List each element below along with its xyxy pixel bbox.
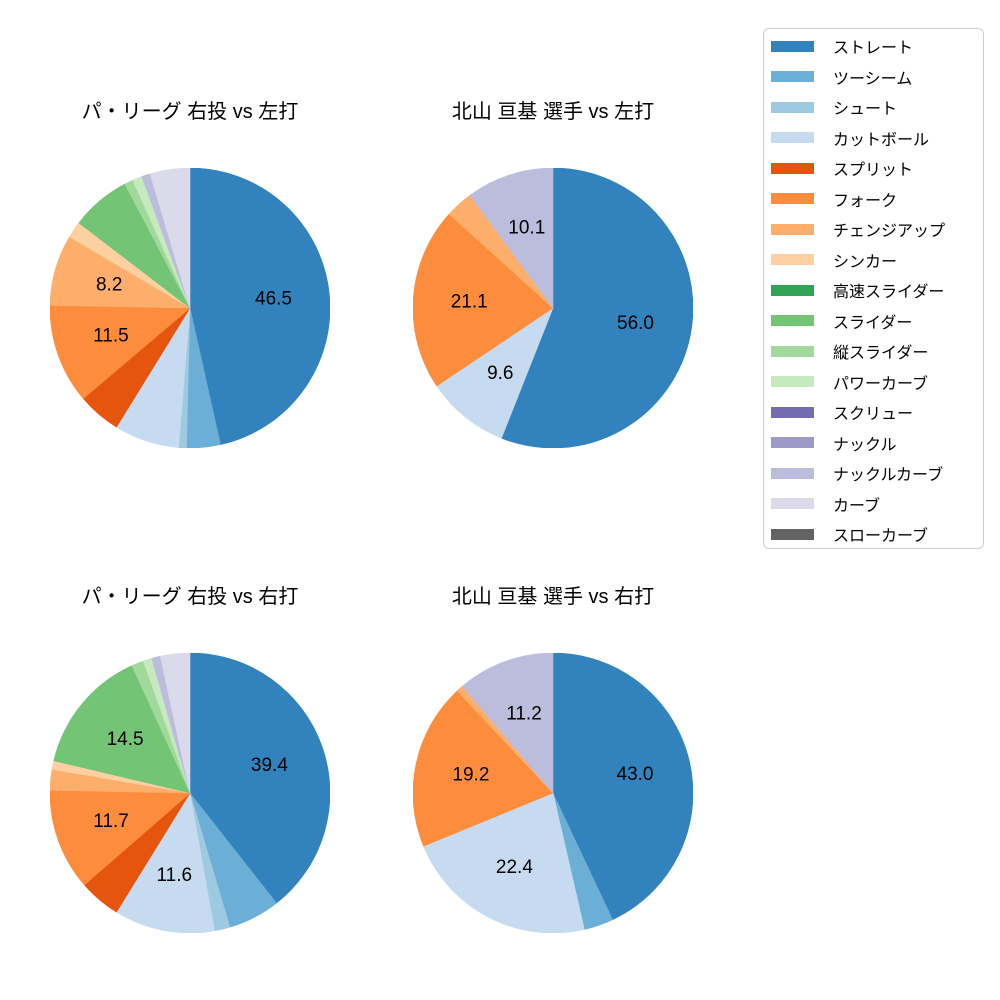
legend-item: シュート <box>771 92 983 123</box>
chart-title: パ・リーグ 右投 vs 左打 <box>81 101 299 123</box>
legend-swatch <box>771 528 814 540</box>
pie-percent-label: 19.2 <box>452 765 489 786</box>
pie-percent-label: 39.4 <box>251 755 288 776</box>
legend-swatch <box>771 406 814 418</box>
legend-swatch <box>771 223 814 235</box>
pie-slice <box>53 665 191 794</box>
pie-slice <box>552 653 693 920</box>
legend-item: ストレート <box>771 31 983 62</box>
legend-item: ナックル <box>771 428 983 459</box>
legend-swatch <box>771 132 814 144</box>
legend-swatch <box>771 71 814 83</box>
legend-item: フォーク <box>771 184 983 215</box>
pie-percent-label: 9.6 <box>487 363 513 384</box>
legend-item: スライダー <box>771 306 983 337</box>
legend-label: パワーカーブ <box>833 375 929 393</box>
pie-canvas: 39.4 11.6 11.7 14.5 <box>50 653 330 933</box>
legend-swatch <box>771 193 814 205</box>
legend-label: ナックルカーブ <box>833 467 944 485</box>
pie-chart-player-vs-right: 北山 亘基 選手 vs 右打 43.0 22.4 19.2 11.2 <box>413 584 693 933</box>
legend-item: シンカー <box>771 245 983 276</box>
legend-item: 縦スライダー <box>771 336 983 367</box>
legend-item: ナックルカーブ <box>771 458 983 489</box>
pie-canvas: 46.5 11.5 8.2 <box>50 168 330 448</box>
pie-slice <box>160 653 191 794</box>
pie-percent-label: 10.1 <box>508 218 545 239</box>
chart-title: 北山 亘基 選手 vs 左打 <box>451 101 655 123</box>
legend-item: チェンジアップ <box>771 214 983 245</box>
legend-label: シンカー <box>833 253 898 271</box>
pie-chart-league-right-vs-right: パ・リーグ 右投 vs 右打 39.4 11.6 11.7 14.5 <box>50 584 330 933</box>
legend-item: スローカーブ <box>771 519 983 550</box>
pie-percent-label: 21.1 <box>451 291 488 312</box>
legend-label: チェンジアップ <box>833 223 946 241</box>
pie-canvas: 56.0 9.6 21.1 10.1 <box>413 168 693 448</box>
legend-item: 高速スライダー <box>771 275 983 306</box>
pie-slice <box>413 690 554 847</box>
pie-percent-label: 56.0 <box>617 313 654 334</box>
legend-swatch <box>771 254 814 266</box>
pie-percent-label: 11.5 <box>93 326 129 347</box>
legend-swatch <box>771 376 814 388</box>
pie-slice <box>50 790 191 886</box>
legend-item: パワーカーブ <box>771 367 983 398</box>
legend-label: カーブ <box>833 497 881 515</box>
pie-percent-label: 8.2 <box>96 275 122 296</box>
legend-swatch <box>771 467 814 479</box>
legend-swatch <box>771 101 814 113</box>
pie-percent-label: 14.5 <box>107 729 144 750</box>
legend-label: スプリット <box>833 162 914 180</box>
legend-swatch <box>771 345 814 357</box>
pie-canvas: 43.0 22.4 19.2 11.2 <box>413 653 693 933</box>
legend-swatch <box>771 498 814 510</box>
legend: ストレートツーシームシュートカットボール スプリットフォークチェンジアップ シンカー… <box>763 28 984 549</box>
pie-slice <box>462 653 554 794</box>
pie-slice <box>116 792 215 933</box>
pie-slice <box>189 653 330 904</box>
pie-slice <box>423 792 585 933</box>
legend-item: ツーシーム <box>771 62 983 93</box>
legend-label: スクリュー <box>833 406 914 424</box>
pie-slice <box>469 168 554 309</box>
legend-swatch <box>771 40 814 52</box>
chart-title: 北山 亘基 選手 vs 右打 <box>451 586 655 608</box>
legend-label: スライダー <box>833 314 913 332</box>
legend-label: カットボール <box>833 131 930 149</box>
legend-label: ツーシーム <box>833 70 913 88</box>
pie-percent-label: 43.0 <box>617 764 654 785</box>
legend-label: ナックル <box>833 436 897 454</box>
legend-item: カーブ <box>771 489 983 520</box>
pie-slice <box>189 168 330 445</box>
legend-label: シュート <box>833 101 898 119</box>
pie-slice <box>149 168 191 309</box>
pie-percent-label: 46.5 <box>255 288 292 309</box>
legend-label: フォーク <box>833 192 898 210</box>
legend-swatch <box>771 284 814 296</box>
legend-label: スローカーブ <box>833 528 929 546</box>
legend-item: スクリュー <box>771 397 983 428</box>
legend-swatch <box>771 162 814 174</box>
legend-label: ストレート <box>833 40 914 58</box>
legend-label: 縦スライダー <box>833 345 929 363</box>
legend-swatch <box>771 437 814 449</box>
pie-chart-league-right-vs-left: パ・リーグ 右投 vs 左打 46.5 11.5 8.2 <box>50 99 330 448</box>
pie-percent-label: 11.7 <box>93 811 129 832</box>
legend-label: 高速スライダー <box>833 284 945 302</box>
pie-slice <box>50 305 191 399</box>
pie-percent-label: 11.6 <box>157 865 193 886</box>
legend-item: スプリット <box>771 153 983 184</box>
legend-swatch <box>771 315 814 327</box>
legend-item: カットボール <box>771 123 983 154</box>
chart-title: パ・リーグ 右投 vs 右打 <box>81 586 299 608</box>
pie-slice <box>501 168 693 448</box>
pie-slice <box>436 307 554 439</box>
pie-percent-label: 11.2 <box>506 704 542 725</box>
pie-percent-label: 22.4 <box>496 857 533 878</box>
pie-chart-player-vs-left: 北山 亘基 選手 vs 左打 56.0 9.6 21.1 10.1 <box>413 99 693 448</box>
pie-slice <box>413 213 554 387</box>
